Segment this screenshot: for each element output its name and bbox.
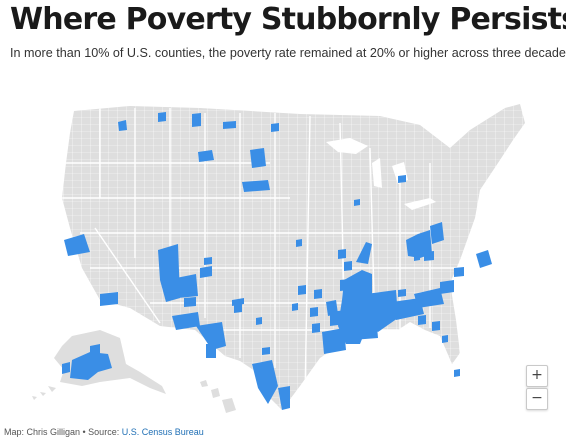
alaska-islands bbox=[32, 386, 56, 400]
hawaii-land bbox=[200, 380, 236, 413]
map-credit: Map: Chris Gilligan • Source: U.S. Censu… bbox=[4, 427, 204, 437]
zoom-in-button[interactable]: + bbox=[526, 365, 548, 387]
zoom-out-button[interactable]: − bbox=[526, 388, 548, 410]
hawaii bbox=[200, 380, 236, 413]
page-title: Where Poverty Stubbornly Persists bbox=[10, 2, 566, 37]
persistent-poverty-counties bbox=[62, 112, 492, 410]
credit-text: Map: Chris Gilligan • Source: bbox=[4, 427, 122, 437]
source-link[interactable]: U.S. Census Bureau bbox=[121, 427, 204, 437]
page-subtitle: In more than 10% of U.S. counties, the p… bbox=[10, 46, 566, 60]
us-county-map[interactable] bbox=[0, 68, 566, 420]
great-lakes bbox=[326, 138, 436, 210]
